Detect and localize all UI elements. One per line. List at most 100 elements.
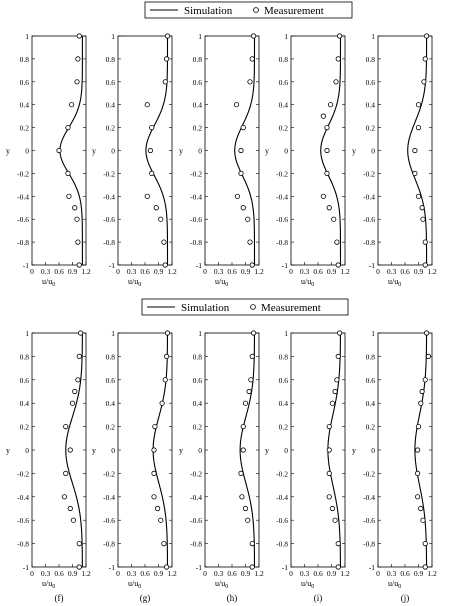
y-tick-label: -1 xyxy=(282,563,288,572)
measurement-point xyxy=(161,239,167,245)
panel-frame xyxy=(31,332,87,568)
measurement-point xyxy=(422,540,428,547)
measurement-point xyxy=(245,517,251,523)
y-tick-label: 0.2 xyxy=(20,423,30,432)
y-tick-label: -0.4 xyxy=(276,192,288,201)
x-tick-label: 0.9 xyxy=(241,569,251,578)
x-tick-label: 0.3 xyxy=(41,569,51,578)
measurement-point xyxy=(67,505,73,512)
y-tick-label: 0.6 xyxy=(20,78,30,87)
y-tick-label: 0.8 xyxy=(106,352,116,361)
measurement-point xyxy=(78,330,84,336)
y-tick-label: -0.2 xyxy=(17,169,29,178)
simulation-curve xyxy=(59,36,83,265)
y-tick-label: -0.8 xyxy=(363,540,375,549)
x-tick-label: 1.2 xyxy=(340,267,350,276)
measurement-point xyxy=(412,147,418,154)
panel-caption: (h) xyxy=(227,593,238,603)
y-tick-label: -0.8 xyxy=(190,238,202,247)
measurement-point xyxy=(249,564,255,570)
measurement-point xyxy=(72,388,78,395)
y-tick-label: 0.2 xyxy=(106,423,116,432)
x-tick-label: 0.9 xyxy=(154,267,164,276)
x-tick-label: 1.2 xyxy=(427,267,437,276)
measurement-point xyxy=(61,494,68,500)
y-tick-label: -0.4 xyxy=(17,493,29,502)
x-tick-label: 1.2 xyxy=(167,267,177,276)
measurement-point xyxy=(151,494,157,500)
x-axis-label: u/u0 xyxy=(388,277,401,288)
panel-3: 10.80.60.40.20-0.2-0.4-0.6-0.8-10 0.3 0.6 0… xyxy=(179,32,264,288)
measurement-point xyxy=(164,353,170,359)
measurement-point xyxy=(65,170,71,176)
measurement-point xyxy=(333,79,339,85)
measurement-point xyxy=(419,388,425,395)
y-tick-label: 0.4 xyxy=(20,101,30,110)
measurement-point xyxy=(247,79,253,85)
measurement-point xyxy=(420,216,426,222)
measurement-point xyxy=(324,170,330,176)
panel-4: 10.80.60.40.20-0.2-0.4-0.6-0.8-10 0.3 0.6 0… xyxy=(265,32,350,288)
measurement-point xyxy=(245,216,251,222)
y-tick-label: 0.2 xyxy=(279,124,289,133)
measurement-point xyxy=(74,216,80,222)
y-tick-label: -0.2 xyxy=(190,469,202,478)
x-tick-label: 0.3 xyxy=(127,267,137,276)
measurement-point xyxy=(335,564,341,570)
measurement-point xyxy=(63,470,69,476)
measurement-point xyxy=(63,423,69,430)
measurement-point xyxy=(324,147,330,154)
panel-frame xyxy=(290,332,346,568)
y-tick-label: -0.2 xyxy=(363,469,375,478)
y-tick-label: -0.8 xyxy=(363,238,375,247)
measurement-point xyxy=(415,102,422,108)
measurement-point xyxy=(153,205,159,211)
y-tick-label: 0.4 xyxy=(20,399,30,408)
y-tick-label: -0.2 xyxy=(363,169,375,178)
simulation-curve xyxy=(407,36,428,265)
x-tick-label: 0.3 xyxy=(214,267,224,276)
measurement-point xyxy=(331,216,337,222)
measurement-point xyxy=(158,216,164,222)
measurement-point xyxy=(249,353,255,359)
y-tick-label: -1 xyxy=(196,563,202,572)
y-tick-label: 0.8 xyxy=(366,352,376,361)
measurement-point xyxy=(144,193,150,199)
y-axis-label: y xyxy=(6,446,10,455)
measurement-point xyxy=(414,447,421,453)
measurement-point xyxy=(251,33,257,39)
y-tick-label: -1 xyxy=(109,261,115,270)
measurement-point xyxy=(326,423,332,430)
y-tick-label: -0.4 xyxy=(103,192,115,201)
legend-simulation-label: Simulation xyxy=(181,302,230,314)
measurement-point xyxy=(158,517,164,523)
y-tick-label: -0.4 xyxy=(363,192,375,201)
y-tick-label: 0 xyxy=(198,446,202,455)
measurement-point xyxy=(67,447,73,453)
measurement-point xyxy=(159,400,165,406)
panel-frame xyxy=(290,35,346,266)
y-tick-label: 0.6 xyxy=(193,376,203,385)
y-tick-label: 0.4 xyxy=(106,399,116,408)
measurement-point xyxy=(420,517,426,523)
measurement-point xyxy=(320,113,326,119)
y-tick-label: -0.6 xyxy=(17,516,29,525)
panel-frame xyxy=(117,35,173,266)
y-tick-label: 0 xyxy=(25,446,29,455)
x-tick-label: 0.6 xyxy=(140,569,150,578)
x-tick-label: 0 xyxy=(30,267,34,276)
measurement-point xyxy=(329,400,335,406)
x-tick-label: 0.9 xyxy=(68,267,78,276)
y-tick-label: 0.6 xyxy=(20,376,30,385)
panel-frame xyxy=(377,35,433,266)
measurement-point xyxy=(415,125,422,131)
y-tick-label: -1 xyxy=(369,261,375,270)
measurement-point xyxy=(418,400,424,406)
x-tick-label: 0.9 xyxy=(68,569,78,578)
measurement-point xyxy=(335,262,341,268)
measurement-point xyxy=(238,470,244,476)
x-tick-label: 0.3 xyxy=(387,267,397,276)
measurement-point xyxy=(422,377,428,383)
measurement-point xyxy=(246,388,252,395)
measurement-point xyxy=(75,239,81,245)
